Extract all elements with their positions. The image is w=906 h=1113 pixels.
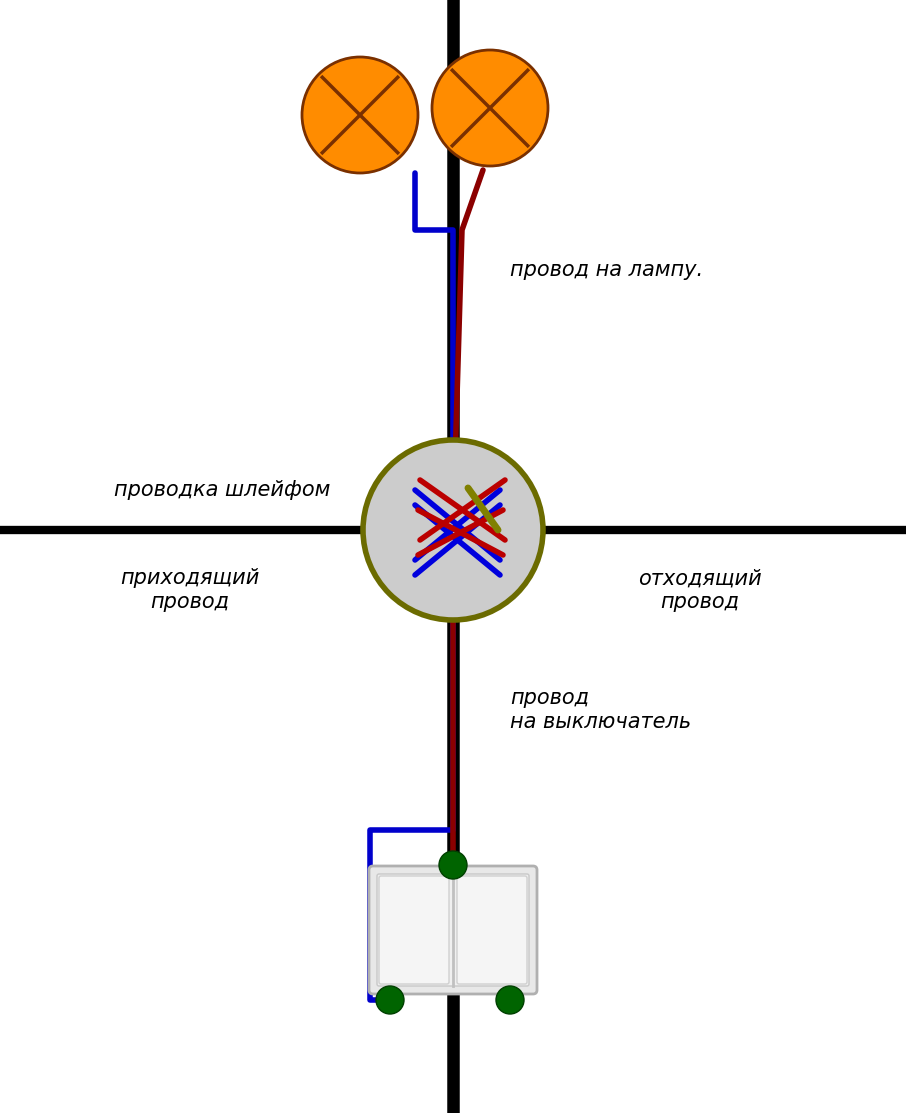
Circle shape xyxy=(302,57,418,173)
Text: отходящий
провод: отходящий провод xyxy=(638,569,762,612)
FancyBboxPatch shape xyxy=(457,876,527,984)
FancyBboxPatch shape xyxy=(369,866,537,994)
Circle shape xyxy=(496,986,524,1014)
Text: проводка шлейфом: проводка шлейфом xyxy=(113,480,330,500)
Circle shape xyxy=(439,851,467,879)
Text: провод на лампу.: провод на лампу. xyxy=(510,260,703,280)
Circle shape xyxy=(363,440,543,620)
Circle shape xyxy=(376,986,404,1014)
Circle shape xyxy=(432,50,548,166)
FancyBboxPatch shape xyxy=(377,874,529,986)
Text: приходящий
провод: приходящий провод xyxy=(120,569,260,612)
Text: провод
на выключатель: провод на выключатель xyxy=(510,689,691,731)
FancyBboxPatch shape xyxy=(379,876,449,984)
